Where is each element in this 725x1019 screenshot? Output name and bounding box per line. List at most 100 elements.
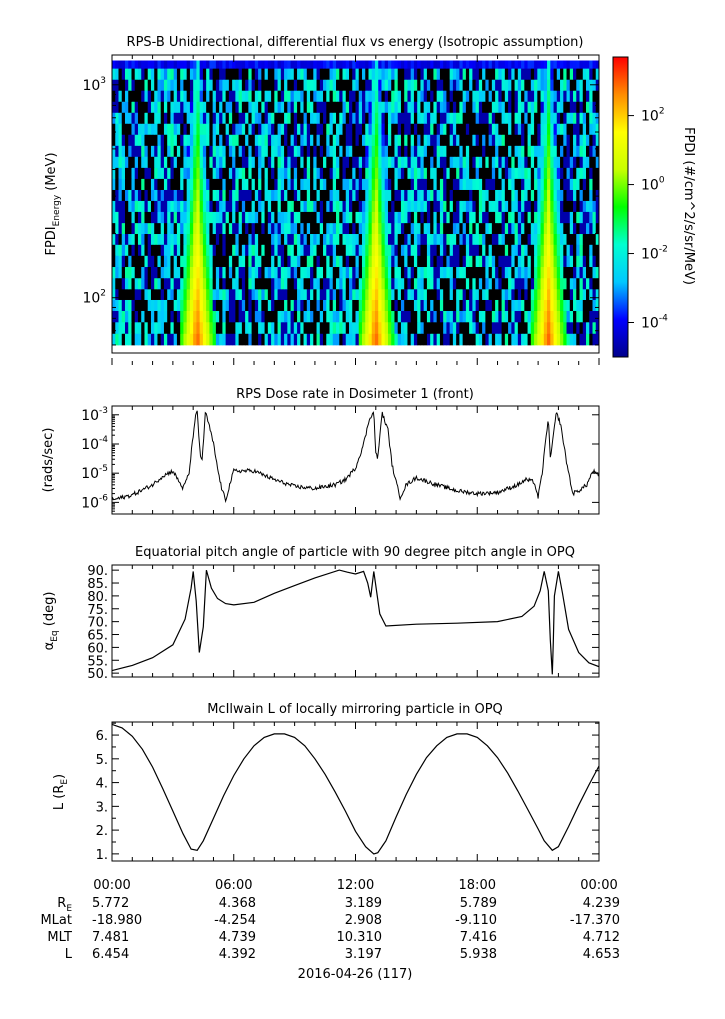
spectrogram-cell — [488, 222, 493, 235]
spectrogram-cell — [173, 60, 178, 69]
spectrogram-cell — [521, 60, 525, 69]
spectrogram-cell — [374, 189, 379, 201]
spectrogram-cell — [128, 167, 132, 179]
spectrogram-cell — [112, 222, 116, 235]
spectrogram-cell — [212, 310, 217, 323]
spectrogram-cell — [569, 189, 574, 201]
spectrogram-cell — [313, 145, 317, 157]
spectrogram-cell — [595, 299, 600, 311]
spectrogram-cell — [439, 310, 444, 323]
spectrogram-cell — [472, 68, 477, 80]
spectrogram-cell — [150, 90, 155, 102]
spectrogram-cell — [384, 222, 389, 235]
spectrogram-cell — [443, 90, 447, 102]
spectrogram-cell — [530, 266, 535, 279]
spectrogram-cell — [180, 211, 184, 224]
spectrogram-cell — [430, 112, 434, 124]
spectrogram-cell — [173, 333, 178, 346]
spectrogram-cell — [326, 333, 330, 346]
spectrogram-cell — [498, 145, 502, 157]
spectrogram-cell — [326, 200, 330, 212]
spectrogram-cell — [469, 333, 473, 346]
spectrogram-cell — [550, 277, 554, 290]
spectrogram-cell — [521, 222, 525, 235]
spectrogram-cell — [410, 333, 415, 346]
spectrogram-cell — [352, 244, 356, 256]
spectrogram-cell — [154, 255, 158, 268]
spectrogram-cell — [498, 244, 502, 256]
spectrogram-cell — [576, 178, 580, 190]
spectrogram-cell — [267, 112, 272, 124]
spectrogram-cell — [261, 101, 265, 113]
spectrogram-cell — [374, 60, 379, 69]
spectrogram-cell — [508, 321, 512, 334]
spectrogram-cell — [530, 189, 535, 201]
spectrogram-cell — [550, 123, 554, 135]
spectrogram-cell — [462, 189, 467, 201]
spectrogram-cell — [355, 288, 360, 300]
spectrogram-cell — [206, 233, 210, 245]
spectrogram-cell — [420, 189, 425, 201]
spectrogram-cell — [488, 288, 493, 300]
spectrogram-cell — [495, 255, 499, 268]
spectrogram-cell — [345, 299, 350, 311]
spectrogram-cell — [267, 156, 272, 168]
spectrogram-cell — [550, 233, 554, 245]
spectrogram-cell — [176, 255, 181, 268]
spectrogram-cell — [426, 167, 431, 179]
spectrogram-cell — [160, 79, 165, 91]
spectrogram-cell — [189, 90, 194, 102]
spectrogram-cell — [193, 134, 197, 146]
spectrogram-cell — [186, 189, 191, 201]
spectrogram-cell — [378, 233, 382, 245]
spectrogram-cell — [407, 167, 412, 179]
spectrogram-cell — [475, 299, 480, 311]
spectrogram-cell — [209, 200, 214, 212]
spectrogram-cell — [154, 178, 158, 190]
spectrogram-cell — [397, 156, 402, 168]
spectrogram-cell — [579, 222, 584, 235]
spectrogram-cell — [287, 178, 291, 190]
spectrogram-cell — [413, 211, 418, 224]
spectrogram-cell — [189, 333, 194, 346]
spectrogram-cell — [387, 145, 392, 157]
spectrogram-cell — [245, 79, 249, 91]
ephemeris-value: -4.254 — [214, 913, 256, 928]
spectrogram-cell — [144, 145, 149, 157]
spectrogram-cell — [284, 255, 288, 268]
spectrogram-cell — [232, 266, 236, 279]
spectrogram-cell — [228, 134, 233, 146]
spectrogram-cell — [436, 112, 441, 124]
spectrogram-cell — [436, 145, 441, 157]
spectrogram-cell — [219, 189, 223, 201]
spectrogram-cell — [504, 310, 509, 323]
spectrogram-cell — [248, 333, 253, 346]
spectrogram-cell — [160, 101, 165, 113]
spectrogram-cell — [215, 277, 220, 290]
spectrogram-cell — [147, 123, 152, 135]
spectrogram-cell — [423, 60, 428, 69]
spectrogram-cell — [378, 123, 382, 135]
spectrogram-cell — [219, 101, 223, 113]
spectrogram-cell — [284, 288, 288, 300]
spectrogram-cell — [413, 200, 418, 212]
spectrogram-cell — [589, 156, 593, 168]
spectrogram-cell — [355, 156, 360, 168]
spectrogram-cell — [391, 321, 395, 334]
spectrogram-cell — [391, 277, 395, 290]
spectrogram-cell — [267, 222, 272, 235]
spectrogram-cell — [391, 255, 395, 268]
spectrogram-cell — [258, 68, 262, 80]
spectrogram-cell — [332, 222, 337, 235]
spectrogram-cell — [193, 244, 197, 256]
spectrogram-cell — [586, 200, 590, 212]
spectrogram-cell — [553, 255, 558, 268]
spectrogram-cell — [163, 156, 168, 168]
spectrogram-cell — [543, 68, 548, 80]
spectrogram-cell — [264, 244, 269, 256]
spectrogram-cell — [417, 68, 421, 80]
spectrogram-cell — [413, 90, 418, 102]
spectrogram-cell — [222, 233, 227, 245]
spectrogram-cell — [465, 255, 470, 268]
